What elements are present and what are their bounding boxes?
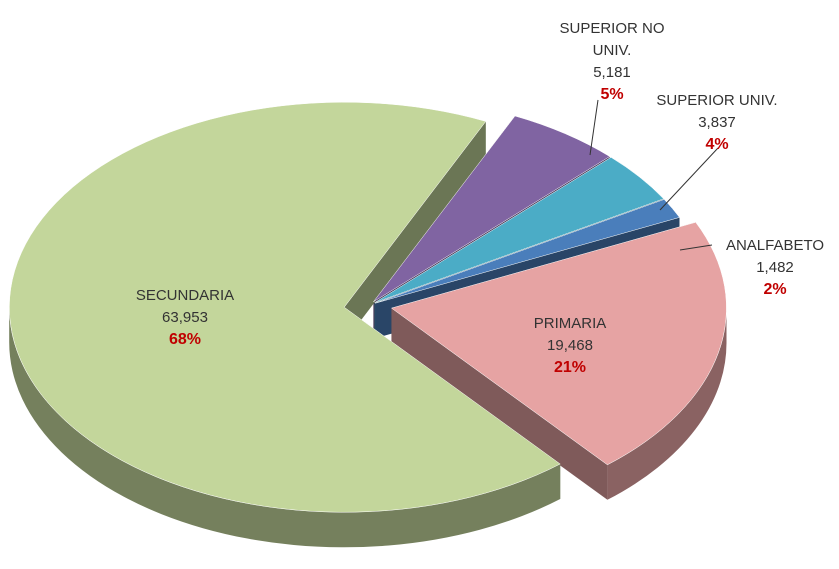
category-label: SUPERIOR UNIV. <box>656 92 778 109</box>
leader-line <box>659 147 719 211</box>
slice-label: SUPERIOR NO UNIV. 5,181 5% <box>547 18 677 106</box>
percent-label: 2% <box>763 281 787 298</box>
value-label: 63,953 <box>162 309 208 326</box>
category-label: PRIMARIA <box>533 315 607 332</box>
value-label: 5,181 <box>593 64 631 81</box>
category-label: ANALFABETO <box>725 237 825 254</box>
pie-slice <box>9 102 561 513</box>
pie-slice <box>375 199 680 304</box>
percent-label: 21% <box>553 359 587 376</box>
slice-label: PRIMARIA 19,468 21% <box>485 313 655 379</box>
leader-line <box>679 244 713 251</box>
pie-slice <box>373 115 611 303</box>
leader-line <box>589 99 599 156</box>
value-label: 3,837 <box>698 114 736 131</box>
value-label: 1,482 <box>756 259 794 276</box>
slice-tops <box>9 102 727 513</box>
value-label: 19,468 <box>547 337 593 354</box>
category-label: SECUNDARIA <box>135 287 235 304</box>
percent-label: 4% <box>705 136 729 153</box>
pie-slice <box>374 157 665 303</box>
pie-slice <box>390 222 727 466</box>
slice-label: ANALFABETO 1,482 2% <box>690 235 839 301</box>
slice-label: SUPERIOR UNIV. 3,837 4% <box>632 90 802 156</box>
slice-face <box>391 308 608 500</box>
slice-side <box>607 308 727 500</box>
percent-label: 5% <box>600 86 624 103</box>
percent-label: 68% <box>168 331 202 348</box>
slice-side <box>9 307 561 548</box>
category-label: SUPERIOR NO UNIV. <box>559 20 665 59</box>
slice-face <box>344 121 486 343</box>
slice-label: SECUNDARIA 63,953 68% <box>100 285 270 351</box>
